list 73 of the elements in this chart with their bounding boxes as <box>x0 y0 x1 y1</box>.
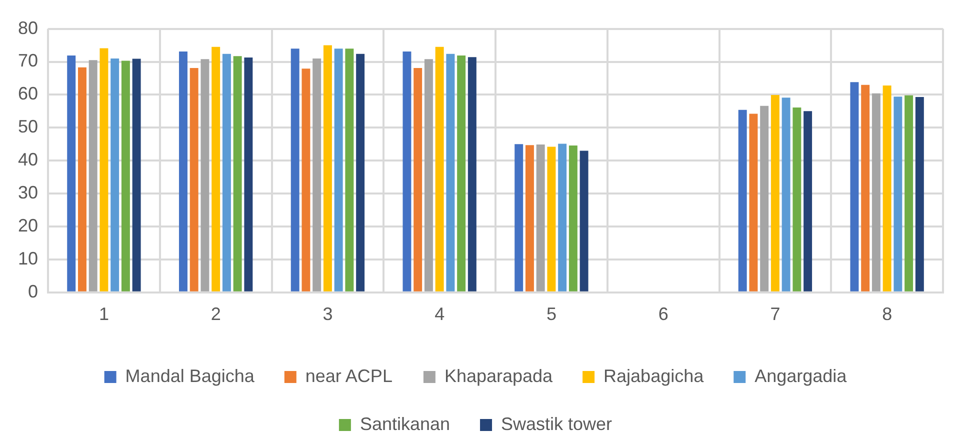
bar <box>782 98 790 292</box>
bar <box>67 55 76 292</box>
bar <box>345 48 354 292</box>
bar <box>323 45 332 292</box>
bar <box>882 85 892 292</box>
bar <box>244 57 253 292</box>
bar <box>414 68 422 292</box>
x-tick-label: 8 <box>882 304 892 324</box>
bar <box>446 54 455 292</box>
legend-label: Mandal Bagicha <box>125 366 256 386</box>
bar <box>760 106 769 292</box>
y-tick-label: 50 <box>18 116 38 137</box>
bar <box>435 46 444 292</box>
bar <box>904 95 914 292</box>
x-tick-label: 5 <box>546 304 556 324</box>
legend-label: Swastik tower <box>501 414 612 434</box>
bar <box>212 46 220 292</box>
y-tick-label: 40 <box>18 150 38 170</box>
bar <box>302 68 310 292</box>
y-tick-label: 0 <box>28 281 38 302</box>
bar <box>738 110 747 292</box>
bar <box>547 146 556 292</box>
x-tick-label: 7 <box>770 304 780 324</box>
legend-label: Santikanan <box>360 414 450 434</box>
bar <box>861 84 870 292</box>
bar <box>457 55 466 292</box>
bar <box>514 144 524 292</box>
bar <box>468 57 476 292</box>
bar <box>558 144 567 292</box>
bar <box>424 59 433 292</box>
bar <box>749 114 758 292</box>
x-tick-label: 1 <box>98 304 109 324</box>
y-tick-label: 30 <box>18 182 38 203</box>
bar <box>568 145 578 292</box>
bar <box>525 145 534 292</box>
y-tick-label: 80 <box>18 18 38 38</box>
bar <box>770 95 780 292</box>
bar <box>222 54 231 292</box>
bar <box>121 60 130 292</box>
bar <box>915 97 924 292</box>
bar <box>402 52 412 292</box>
legend-label: Khaparapada <box>444 366 554 386</box>
x-tick-label: 4 <box>434 304 445 324</box>
bar <box>580 150 588 292</box>
bar <box>536 144 545 292</box>
x-tick-label: 2 <box>210 304 221 324</box>
bar <box>110 58 120 292</box>
bar <box>872 93 880 292</box>
bar <box>290 48 300 292</box>
bar <box>792 108 802 292</box>
y-tick-label: 70 <box>18 50 38 71</box>
y-tick-label: 10 <box>18 248 38 268</box>
bar <box>132 58 141 292</box>
bar <box>200 59 210 292</box>
x-tick-label: 6 <box>658 304 668 324</box>
y-tick-label: 60 <box>18 84 38 104</box>
bar <box>312 58 322 292</box>
legend-label: Rajabagicha <box>604 366 705 386</box>
bar <box>100 48 108 292</box>
bar <box>850 82 859 292</box>
bar <box>356 54 365 292</box>
y-tick-label: 20 <box>18 215 38 236</box>
legend-label: Angargadia <box>754 366 848 386</box>
legend-label: near ACPL <box>305 366 392 386</box>
bar <box>334 48 343 292</box>
bar <box>233 56 242 292</box>
bar <box>178 52 188 292</box>
bar <box>190 68 198 292</box>
bar <box>894 96 902 292</box>
bar <box>804 111 812 292</box>
bar <box>88 60 98 292</box>
bar <box>78 67 86 292</box>
x-tick-label: 3 <box>322 304 333 324</box>
